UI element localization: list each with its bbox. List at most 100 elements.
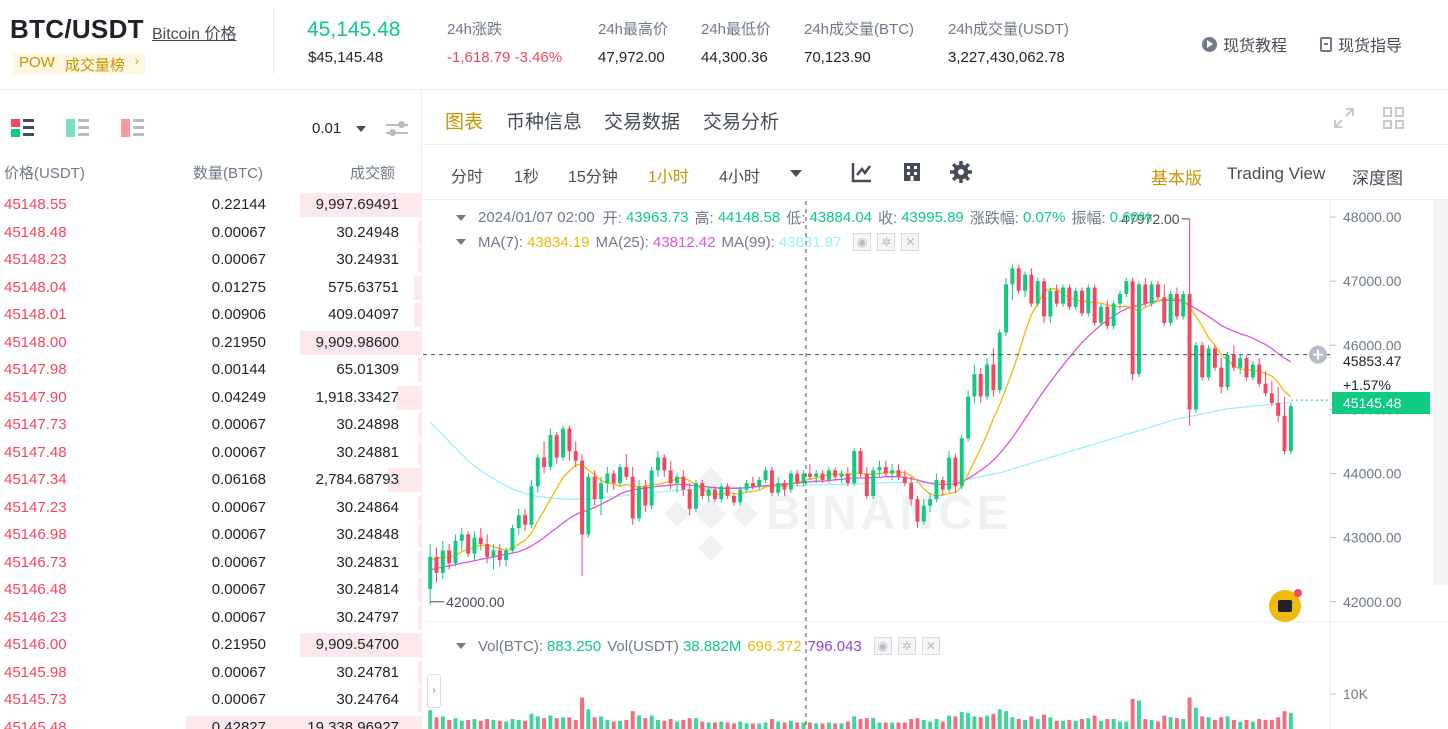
ask-row[interactable]: 45147.73 0.00067 30.24898: [0, 411, 422, 439]
candle: [883, 460, 888, 477]
volume-bar: [504, 721, 509, 729]
candle-body: [1219, 367, 1224, 387]
ma25-value: 43812.42: [652, 233, 716, 251]
ask-row[interactable]: 45146.48 0.00067 30.24814: [0, 576, 422, 604]
tab-coin-info[interactable]: 币种信息: [506, 112, 583, 133]
interval-15m[interactable]: 15分钟: [568, 169, 618, 186]
chart-separators: [423, 201, 1448, 729]
ask-row[interactable]: 45148.55 0.22144 9,997.69491: [0, 191, 422, 219]
depth-bar: [388, 468, 422, 492]
candle: [1067, 284, 1072, 311]
candle: [934, 473, 939, 503]
tab-trading-analysis[interactable]: 交易分析: [703, 112, 780, 133]
ask-row[interactable]: 45145.73 0.00067 30.24764: [0, 686, 422, 714]
close-icon[interactable]: ✕: [901, 233, 920, 251]
candlestick-chart[interactable]: BINANCE 48000.0047000.0046000.0045000.00…: [423, 201, 1448, 729]
eye-icon[interactable]: ◉: [853, 233, 872, 251]
ask-row[interactable]: 45147.48 0.00067 30.24881: [0, 439, 422, 467]
ask-total: 2,784.68793: [315, 471, 399, 488]
candle-body: [1029, 274, 1034, 304]
settings-icon[interactable]: ✲: [877, 233, 896, 251]
stat-value: -1,618.79 -3.46%: [447, 49, 563, 66]
candle-body: [845, 473, 850, 484]
ask-row[interactable]: 45148.01 0.00906 409.04097: [0, 301, 422, 329]
candle: [535, 454, 540, 493]
candle-body: [567, 428, 572, 452]
ask-row[interactable]: 45148.23 0.00067 30.24931: [0, 246, 422, 274]
pow-tag[interactable]: POW 成交量榜 ›: [13, 53, 145, 74]
ask-row[interactable]: 45146.98 0.00067 30.24848: [0, 521, 422, 549]
interval-1s[interactable]: 1秒: [514, 169, 539, 186]
sliders-icon[interactable]: [386, 119, 408, 139]
candle: [611, 470, 616, 490]
depth-bar: [417, 413, 422, 437]
view-tradingview[interactable]: Trading View: [1227, 164, 1326, 183]
interval-4h[interactable]: 4小时: [719, 169, 760, 186]
candle: [712, 486, 717, 503]
candle: [985, 358, 990, 400]
ask-total: 409.04097: [328, 306, 399, 323]
candle: [586, 473, 591, 538]
low-mark-label: 42000.00: [446, 594, 505, 610]
tab-chart[interactable]: 图表: [445, 112, 484, 133]
page-scrollbar[interactable]: [1434, 200, 1448, 585]
interval-timeline[interactable]: 分时: [451, 169, 484, 186]
ask-row[interactable]: 45146.73 0.00067 30.24831: [0, 549, 422, 577]
layout-asks-icon[interactable]: [121, 117, 145, 139]
ask-row[interactable]: 45147.34 0.06168 2,784.68793: [0, 466, 422, 494]
chat-bubble-icon[interactable]: [1269, 589, 1302, 622]
volume-bar: [807, 722, 812, 729]
building-icon[interactable]: [901, 161, 923, 183]
caret-down-icon[interactable]: [456, 643, 466, 649]
ask-row[interactable]: 45145.98 0.00067 30.24781: [0, 659, 422, 687]
candle: [928, 492, 933, 512]
settings-icon[interactable]: ✲: [897, 637, 916, 655]
ask-row[interactable]: 45148.48 0.00067 30.24948: [0, 219, 422, 247]
volume-bar: [852, 716, 857, 729]
candle: [1162, 284, 1167, 327]
ask-row[interactable]: 45146.00 0.21950 9,909.54700: [0, 631, 422, 659]
interval-1h[interactable]: 1小时: [648, 169, 689, 186]
candle-body: [656, 457, 660, 471]
layout-bids-icon[interactable]: [66, 117, 90, 139]
close-icon[interactable]: ✕: [921, 637, 940, 655]
expand-icon[interactable]: [1333, 107, 1355, 129]
volume-bar: [909, 719, 914, 729]
ask-row[interactable]: 45147.98 0.00144 65.01309: [0, 356, 422, 384]
indicator-chart-icon[interactable]: [851, 161, 873, 183]
ask-qty: 0.42827: [211, 718, 266, 729]
grid-layout-icon[interactable]: [1383, 107, 1405, 129]
ask-row[interactable]: 45147.23 0.00067 30.24864: [0, 494, 422, 522]
candle: [491, 544, 496, 570]
ask-row[interactable]: 45148.04 0.01275 575.63751: [0, 274, 422, 302]
eye-icon[interactable]: ◉: [873, 637, 892, 655]
ask-row[interactable]: 45146.23 0.00067 30.24797: [0, 604, 422, 632]
candle: [1149, 281, 1154, 307]
bitcoin-price-link[interactable]: Bitcoin 价格: [152, 26, 237, 43]
candle: [1225, 351, 1230, 391]
crosshair-price: 45853.47: [1343, 353, 1402, 369]
chevron-right-icon[interactable]: ›: [427, 674, 441, 708]
caret-down-icon[interactable]: [456, 239, 466, 245]
caret-down-icon[interactable]: [356, 126, 366, 132]
spot-tutorial-link[interactable]: 现货教程: [1202, 32, 1287, 56]
precision-select[interactable]: 0.01: [312, 120, 342, 137]
volume-bar: [1219, 717, 1224, 729]
ask-row[interactable]: 45145.48 0.42827 19,338.96927: [0, 714, 422, 729]
caret-down-icon[interactable]: [456, 214, 466, 221]
spot-guide-link[interactable]: 现货指导: [1320, 32, 1402, 56]
volume-bar: [630, 711, 635, 729]
gear-icon[interactable]: [950, 161, 972, 183]
ask-row[interactable]: 45148.00 0.21950 9,909.98600: [0, 329, 422, 357]
ask-row[interactable]: 45147.90 0.04249 1,918.33427: [0, 384, 422, 412]
volume-bar: [1105, 719, 1110, 729]
view-basic[interactable]: 基本版: [1151, 169, 1202, 188]
interval-more-caret-icon[interactable]: [790, 170, 802, 177]
layout-both-icon[interactable]: [11, 117, 35, 139]
high-mark-label: 47972.00: [1121, 211, 1180, 227]
volume-bar: [769, 719, 774, 729]
tab-trading-data[interactable]: 交易数据: [604, 112, 681, 133]
view-depth[interactable]: 深度图: [1352, 169, 1403, 188]
chart-tabs: 图表 币种信息 交易数据 交易分析: [423, 90, 1448, 145]
volume-bar: [523, 720, 528, 729]
